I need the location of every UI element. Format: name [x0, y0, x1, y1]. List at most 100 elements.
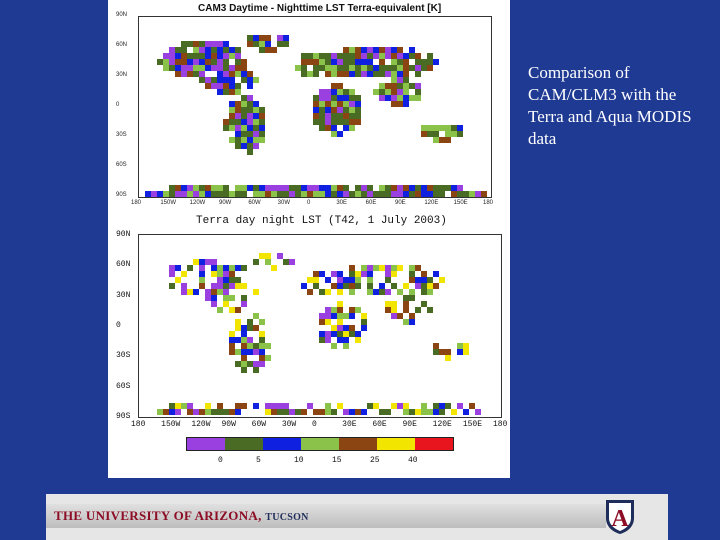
map-cell: [343, 125, 349, 131]
map-cell: [313, 65, 319, 71]
map-cell: [253, 403, 259, 409]
map-cell: [217, 47, 223, 53]
map-cell: [355, 47, 361, 53]
map-cell: [241, 113, 247, 119]
map-cell: [223, 185, 229, 191]
map-cell: [421, 301, 427, 307]
map-cell: [457, 343, 463, 349]
map-cell: [241, 137, 247, 143]
map-cell: [301, 71, 307, 77]
map-cell: [283, 409, 289, 415]
map-cell: [397, 53, 403, 59]
map-cell: [325, 107, 331, 113]
map-cell: [385, 71, 391, 77]
map-cell: [331, 125, 337, 131]
map-cell: [271, 403, 277, 409]
map-cell: [325, 53, 331, 59]
map-cell: [235, 125, 241, 131]
map-cell: [325, 319, 331, 325]
map-cell: [193, 71, 199, 77]
map-cell: [343, 53, 349, 59]
map-cell: [217, 283, 223, 289]
map-cell: [175, 47, 181, 53]
map-cell: [355, 409, 361, 415]
map-cell: [217, 65, 223, 71]
map-cell: [241, 191, 247, 197]
map-cell: [373, 265, 379, 271]
map-cell: [253, 77, 259, 83]
map-cell: [391, 403, 397, 409]
map-cell: [223, 89, 229, 95]
map-cell: [241, 301, 247, 307]
map-cell: [205, 185, 211, 191]
map-cell: [313, 119, 319, 125]
map-cell: [355, 191, 361, 197]
map-cell: [247, 143, 253, 149]
map-cell: [337, 185, 343, 191]
map-cell: [415, 283, 421, 289]
map-cell: [403, 403, 409, 409]
map-cell: [223, 271, 229, 277]
map-cell: [337, 337, 343, 343]
map-cell: [295, 185, 301, 191]
map-cell: [373, 53, 379, 59]
map-cell: [343, 119, 349, 125]
map-cell: [169, 59, 175, 65]
map-cell: [349, 289, 355, 295]
map-cell: [319, 271, 325, 277]
map-cell: [283, 403, 289, 409]
map-cell: [361, 409, 367, 415]
map-cell: [193, 185, 199, 191]
map-cell: [259, 361, 265, 367]
map-cell: [433, 137, 439, 143]
map-cell: [277, 403, 283, 409]
map-cell: [343, 89, 349, 95]
map-cell: [427, 283, 433, 289]
map-cell: [457, 191, 463, 197]
map-cell: [259, 113, 265, 119]
map-cell: [319, 331, 325, 337]
lon-tick-label: 0: [307, 200, 311, 206]
map-cell: [187, 71, 193, 77]
map-cell: [223, 71, 229, 77]
map-cell: [313, 191, 319, 197]
colorbar-swatch: [339, 438, 377, 450]
map-cell: [199, 283, 205, 289]
lat-tick-label: 30N: [116, 72, 128, 78]
map-cell: [343, 325, 349, 331]
map-cell: [433, 125, 439, 131]
lon-tick-label: 60E: [365, 200, 377, 206]
map-cell: [331, 107, 337, 113]
map-cell: [349, 119, 355, 125]
map-cell: [187, 265, 193, 271]
map-cell: [445, 137, 451, 143]
map-cell: [199, 191, 205, 197]
map-cell: [223, 295, 229, 301]
map-cell: [337, 289, 343, 295]
map-cell: [361, 319, 367, 325]
map-cell: [241, 107, 247, 113]
map-cell: [403, 77, 409, 83]
map-cell: [415, 71, 421, 77]
map-cell: [343, 65, 349, 71]
map-cell: [445, 355, 451, 361]
map-cell: [199, 77, 205, 83]
map-cell: [403, 95, 409, 101]
map-cell: [223, 409, 229, 415]
map-cell: [229, 53, 235, 59]
map-cell: [187, 41, 193, 47]
map-cell: [415, 59, 421, 65]
map-cell: [265, 47, 271, 53]
lon-tick-label: 180: [131, 420, 146, 429]
map-cell: [319, 319, 325, 325]
lon-tick-label: 120E: [432, 420, 452, 429]
map-cell: [397, 95, 403, 101]
map-cell: [391, 89, 397, 95]
map-cell: [259, 41, 265, 47]
map-cell: [259, 355, 265, 361]
map-cell: [325, 71, 331, 77]
colorbar-swatch: [225, 438, 263, 450]
map-cell: [331, 113, 337, 119]
map-cell: [163, 65, 169, 71]
lon-tick-label: 180: [483, 200, 494, 206]
